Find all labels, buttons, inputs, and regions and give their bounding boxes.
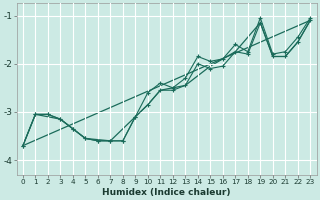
X-axis label: Humidex (Indice chaleur): Humidex (Indice chaleur) — [102, 188, 231, 197]
